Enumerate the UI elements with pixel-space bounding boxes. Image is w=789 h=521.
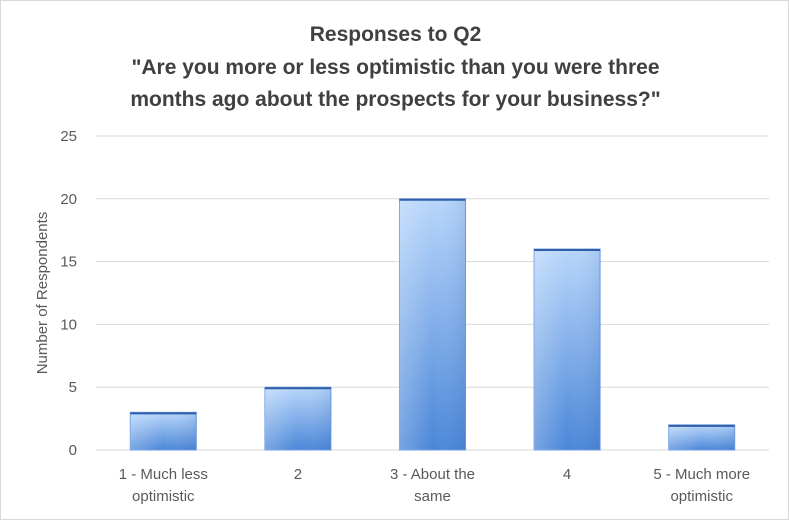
- bar: [399, 198, 466, 451]
- x-tick-label: 2: [294, 466, 302, 483]
- y-tick-label: 0: [69, 442, 77, 459]
- x-tick-label: 4: [563, 466, 571, 483]
- x-axis-tick-labels: 1 - Much less optimistic 2 3 - About the sam…: [119, 466, 750, 505]
- x-tick-label-line: 1 - Much less: [119, 466, 208, 483]
- y-tick-label: 10: [60, 316, 77, 333]
- x-tick-label: 1 - Much less optimistic: [119, 466, 208, 505]
- bar-shading: [534, 249, 601, 450]
- chart-subtitle-line-1: "Are you more or less optimistic than yo…: [131, 56, 660, 79]
- bar-shading: [264, 387, 331, 450]
- x-tick-label-line: 5 - Much more: [653, 466, 750, 483]
- y-axis-label: Number of Respondents: [34, 212, 51, 375]
- x-tick-label-line: 2: [294, 466, 302, 483]
- bar-shading: [668, 424, 735, 450]
- bar: [264, 386, 332, 451]
- y-tick-label: 25: [60, 128, 77, 145]
- chart-subtitle-line-2: months ago about the prospects for your …: [130, 88, 661, 111]
- x-tick-label-line: 3 - About the: [390, 466, 475, 483]
- bars: [129, 198, 736, 451]
- y-tick-label: 20: [60, 191, 77, 208]
- bar: [533, 248, 601, 451]
- x-tick-label-line: same: [414, 488, 451, 505]
- x-tick-label: 5 - Much more optimistic: [653, 466, 750, 505]
- y-tick-label: 15: [60, 254, 77, 271]
- x-tick-label-line: 4: [563, 466, 571, 483]
- chart-title: Responses to Q2: [309, 23, 482, 46]
- bar-shading: [130, 412, 197, 450]
- y-axis-tick-labels: 0 5 10 15 20 25: [60, 128, 77, 459]
- y-tick-label: 5: [69, 379, 77, 396]
- x-tick-label-line: optimistic: [670, 488, 733, 505]
- bar: [129, 411, 197, 451]
- bar-shading: [399, 198, 466, 450]
- bar: [668, 424, 736, 451]
- x-tick-label-line: optimistic: [132, 488, 195, 505]
- x-tick-label: 3 - About the same: [390, 466, 475, 505]
